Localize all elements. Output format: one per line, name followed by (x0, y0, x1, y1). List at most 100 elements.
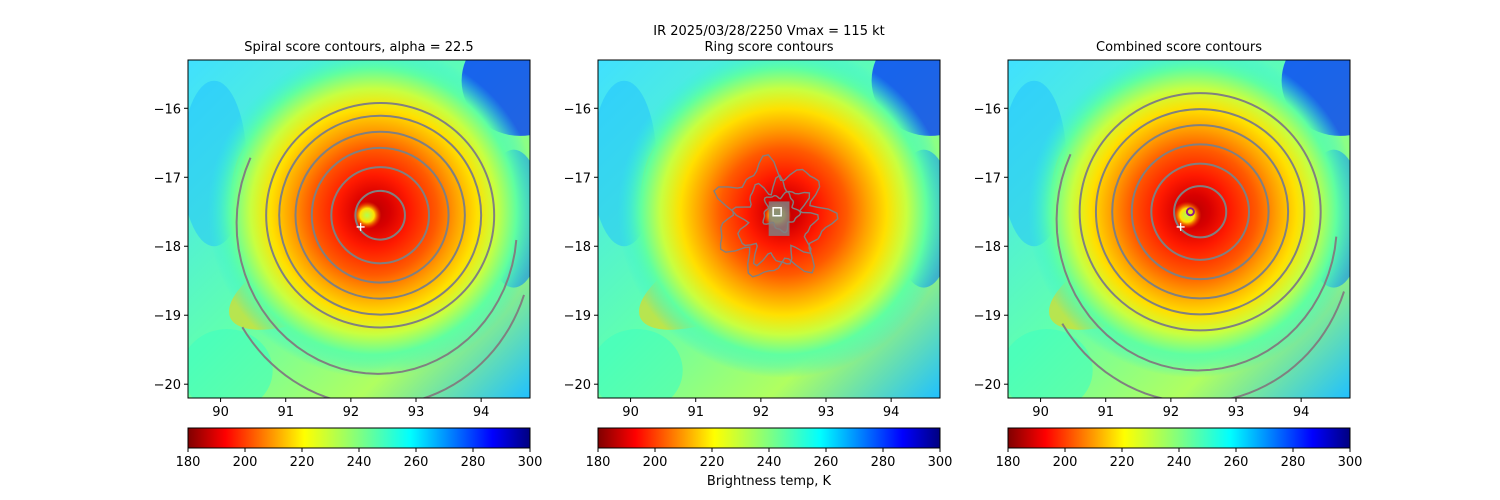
y-tick-label: −19 (154, 309, 181, 324)
colorbar-tick-label: 300 (928, 455, 953, 470)
y-tick-label: −19 (974, 309, 1001, 324)
score-contour (1094, 108, 1306, 316)
colorbar-tick-label: 300 (1338, 455, 1363, 470)
x-tick-label: 94 (1293, 405, 1310, 420)
colorbar-tick-label: 220 (700, 455, 725, 470)
panel-title: Combined score contours (1096, 40, 1262, 55)
y-tick-label: −17 (154, 171, 181, 186)
contours (235, 101, 525, 398)
x-tick-label: 93 (408, 405, 425, 420)
colorbar-tick-label: 180 (176, 455, 201, 470)
score-contour (294, 130, 466, 300)
y-tick-label: −16 (154, 102, 181, 117)
spiral-arc (1061, 291, 1345, 398)
colorbar-tick-label: 220 (1110, 455, 1135, 470)
score-contour (310, 146, 450, 284)
colorbar-tick-label: 260 (404, 455, 429, 470)
y-tick-label: −20 (154, 378, 181, 393)
x-tick-label: 93 (818, 405, 835, 420)
colorbar-tick-label: 280 (1281, 455, 1306, 470)
figure-suptitle: IR 2025/03/28/2250 Vmax = 115 kt (653, 24, 884, 39)
colorbar-tick-label: 300 (518, 455, 543, 470)
x-tick-label: 94 (473, 405, 490, 420)
score-contour (354, 189, 406, 241)
x-tick-label: 91 (1097, 405, 1114, 420)
combined-center-marker (1185, 207, 1195, 217)
panels: Spiral score contours, alpha = 22.5 90 91 9… (154, 40, 1363, 489)
score-contour (1111, 124, 1290, 300)
ir-image (598, 60, 940, 398)
ring-contour (730, 174, 820, 267)
colorbar-tick-label: 260 (814, 455, 839, 470)
y-tick-label: −16 (974, 102, 1001, 117)
y-tick-label: −17 (564, 171, 591, 186)
colorbar-tick-label: 240 (757, 455, 782, 470)
colorbar-tick-label: 280 (461, 455, 486, 470)
cool-patch (188, 329, 273, 398)
x-tick-label: 90 (622, 405, 639, 420)
guess-cross-marker (1176, 222, 1185, 231)
colorbar (187, 427, 531, 449)
storm-eye (1172, 201, 1202, 230)
score-contour (1150, 162, 1251, 261)
x-tick-label: 91 (687, 405, 704, 420)
y-tick-label: −20 (974, 378, 1001, 393)
colorbar-tick-label: 200 (643, 455, 668, 470)
cool-patch (1008, 329, 1093, 398)
contours (713, 154, 839, 278)
ring-core (768, 201, 790, 236)
score-contour (265, 101, 496, 329)
y-tick-label: −19 (564, 309, 591, 324)
colorbar (1007, 427, 1351, 449)
score-contour (330, 166, 431, 265)
ring-center-marker (772, 207, 782, 217)
ir-image (1008, 60, 1350, 398)
y-tick-label: −20 (564, 378, 591, 393)
panel-3: Combined score contours 90 91 92 93 94 −16 −17 −… (974, 40, 1363, 470)
colorbar-tick-label: 200 (233, 455, 258, 470)
colorbar-label: Brightness temp, K (707, 474, 832, 489)
colorbar-tick-label: 180 (586, 455, 611, 470)
y-tick-label: −17 (974, 171, 1001, 186)
x-tick-label: 92 (1163, 405, 1180, 420)
panel-title: Ring score contours (704, 40, 833, 55)
axes-frame (1007, 59, 1351, 399)
y-tick-label: −18 (974, 240, 1001, 255)
colorbar-tick-label: 180 (996, 455, 1021, 470)
ring-contour (713, 154, 839, 278)
axes-frame (597, 59, 941, 399)
y-tick-label: −18 (154, 240, 181, 255)
colorbar-tick-label: 240 (1167, 455, 1192, 470)
colorbar-tick-label: 200 (1053, 455, 1078, 470)
cool-patch (598, 329, 683, 398)
x-tick-label: 91 (277, 405, 294, 420)
panel-title: Spiral score contours, alpha = 22.5 (244, 40, 473, 55)
x-tick-label: 92 (343, 405, 360, 420)
y-tick-label: −16 (564, 102, 591, 117)
score-contour (1130, 143, 1270, 281)
guess-cross-marker (356, 222, 365, 231)
x-tick-label: 94 (883, 405, 900, 420)
panel-1: Spiral score contours, alpha = 22.5 90 91 9… (154, 40, 543, 470)
x-tick-label: 90 (212, 405, 229, 420)
score-contour (1173, 185, 1228, 239)
storm-eye (352, 201, 382, 230)
ir-image (188, 60, 530, 398)
panel-2: Ring score contours 90 91 92 93 94 −16 −17 −18 −1… (564, 40, 953, 489)
x-tick-label: 93 (1228, 405, 1245, 420)
spiral-arc (1055, 153, 1338, 372)
y-tick-label: −18 (564, 240, 591, 255)
colorbar-tick-label: 280 (871, 455, 896, 470)
colorbar-tick-label: 220 (290, 455, 315, 470)
score-contour (278, 114, 483, 316)
x-tick-label: 92 (753, 405, 770, 420)
x-tick-label: 90 (1032, 405, 1049, 420)
colorbar (597, 427, 941, 449)
colorbar-tick-label: 260 (1224, 455, 1249, 470)
spiral-arc (235, 157, 518, 375)
score-contour (1078, 92, 1322, 332)
axes-frame (187, 59, 531, 399)
spiral-arc (241, 294, 525, 398)
contours (1055, 92, 1345, 398)
